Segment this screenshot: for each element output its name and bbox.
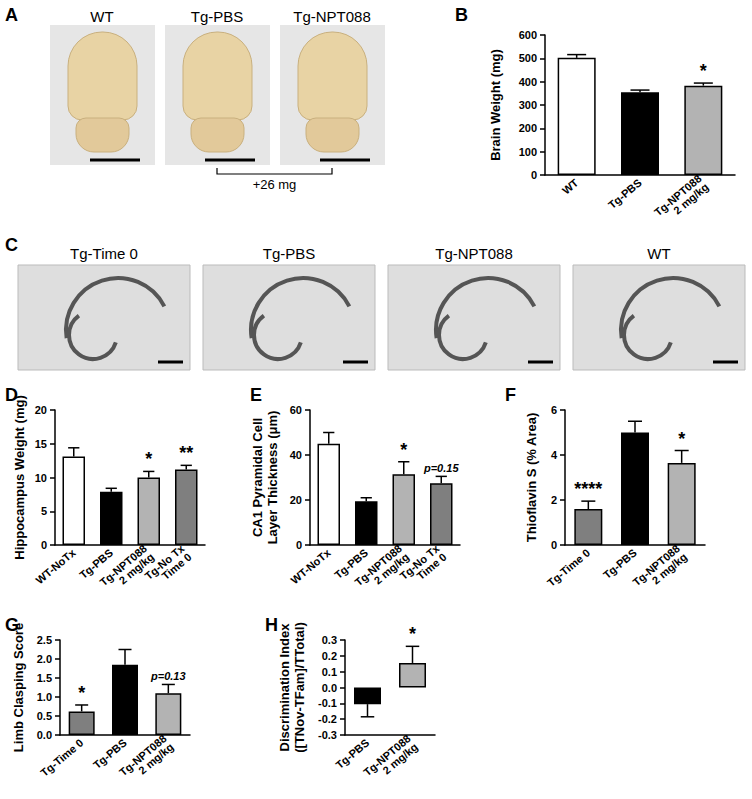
svg-text:Time 0: Time 0 <box>159 551 193 582</box>
svg-text:-0.3: -0.3 <box>318 729 337 741</box>
svg-text:Time 0: Time 0 <box>414 551 448 582</box>
svg-text:0.5: 0.5 <box>37 710 52 722</box>
svg-text:A: A <box>5 5 18 25</box>
svg-text:Tg-PBS: Tg-PBS <box>191 8 244 25</box>
svg-text:20: 20 <box>290 494 302 506</box>
svg-text:2 mg/kg: 2 mg/kg <box>650 551 690 587</box>
svg-text:2 mg/kg: 2 mg/kg <box>380 741 420 777</box>
svg-text:5: 5 <box>41 505 47 517</box>
svg-text:p=0.15: p=0.15 <box>423 462 459 474</box>
svg-text:WT-NoTx: WT-NoTx <box>288 546 333 586</box>
svg-text:2.0: 2.0 <box>37 653 52 665</box>
svg-text:Tg-Time 0: Tg-Time 0 <box>38 736 85 778</box>
svg-text:*: * <box>678 429 685 449</box>
svg-text:2: 2 <box>551 494 557 506</box>
svg-text:Tg-NPT088: Tg-NPT088 <box>630 542 682 589</box>
svg-text:Tg-NPT088: Tg-NPT088 <box>352 542 405 589</box>
svg-text:Hippocampus Weight (mg): Hippocampus Weight (mg) <box>12 395 27 559</box>
svg-text:**: ** <box>179 443 193 463</box>
svg-text:*: * <box>700 61 707 81</box>
svg-text:Limb Clasping Score: Limb Clasping Score <box>11 623 26 752</box>
svg-text:300: 300 <box>519 99 537 111</box>
svg-text:Tg-PBS: Tg-PBS <box>606 176 644 211</box>
svg-text:600: 600 <box>519 29 537 41</box>
svg-text:2 mg/kg: 2 mg/kg <box>136 741 176 777</box>
svg-text:0: 0 <box>531 169 537 181</box>
svg-text:20: 20 <box>35 404 47 416</box>
svg-text:0: 0 <box>296 539 302 551</box>
svg-text:0.1: 0.1 <box>322 666 337 678</box>
svg-text:WT: WT <box>560 176 581 196</box>
svg-text:Thioflavin S (% Area): Thioflavin S (% Area) <box>524 413 539 543</box>
svg-text:2 mg/kg: 2 mg/kg <box>371 550 412 587</box>
svg-text:p=0.13: p=0.13 <box>150 670 186 682</box>
svg-text:2 mg/kg: 2 mg/kg <box>671 181 711 217</box>
svg-text:40: 40 <box>290 449 302 461</box>
svg-text:Brain Weight (mg): Brain Weight (mg) <box>488 49 503 161</box>
svg-text:WT-NoTx: WT-NoTx <box>33 546 78 586</box>
svg-text:1.5: 1.5 <box>37 672 52 684</box>
svg-text:500: 500 <box>519 52 537 64</box>
svg-text:CA1 Pyramidal Cell: CA1 Pyramidal Cell <box>250 418 265 537</box>
svg-text:Tg-PBS: Tg-PBS <box>332 546 371 582</box>
svg-text:Tg-NPT088: Tg-NPT088 <box>293 8 371 25</box>
svg-text:+26 mg: +26 mg <box>253 177 297 192</box>
svg-text:([TNov-TFam]/TTotal): ([TNov-TFam]/TTotal) <box>292 622 307 752</box>
svg-text:D: D <box>5 385 18 405</box>
svg-text:Tg-Time 0: Tg-Time 0 <box>545 546 592 588</box>
svg-text:Tg-NPT088: Tg-NPT088 <box>97 542 150 589</box>
svg-text:Layer Thickness (μm): Layer Thickness (μm) <box>265 411 280 545</box>
svg-text:200: 200 <box>519 122 537 134</box>
svg-text:0.2: 0.2 <box>322 650 337 662</box>
svg-text:*: * <box>145 449 152 469</box>
svg-text:Tg-PBS: Tg-PBS <box>333 736 372 772</box>
svg-text:*: * <box>409 624 416 644</box>
svg-text:0: 0 <box>551 539 557 551</box>
svg-text:0.3: 0.3 <box>322 634 337 646</box>
svg-text:Tg-PBS: Tg-PBS <box>263 245 316 262</box>
svg-text:60: 60 <box>290 404 302 416</box>
svg-text:Tg-NPT088: Tg-NPT088 <box>435 245 513 262</box>
svg-text:C: C <box>5 235 18 255</box>
svg-text:E: E <box>250 385 262 405</box>
svg-text:Discrimination Index: Discrimination Index <box>277 623 292 752</box>
svg-text:Tg-Time 0: Tg-Time 0 <box>70 245 138 262</box>
svg-text:F: F <box>505 385 516 405</box>
svg-text:0.0: 0.0 <box>322 682 337 694</box>
svg-text:Tg-NPT088: Tg-NPT088 <box>651 172 704 219</box>
svg-text:2 mg/kg: 2 mg/kg <box>116 550 157 587</box>
svg-text:Tg-No Tx: Tg-No Tx <box>142 542 187 582</box>
svg-text:15: 15 <box>35 438 47 450</box>
svg-text:WT: WT <box>90 8 113 25</box>
svg-text:-0.1: -0.1 <box>318 697 337 709</box>
svg-text:*: * <box>400 440 407 460</box>
svg-text:Tg-PBS: Tg-PBS <box>600 546 639 582</box>
svg-text:Tg-PBS: Tg-PBS <box>90 736 129 772</box>
svg-text:Tg-NPT088: Tg-NPT088 <box>361 732 413 779</box>
svg-text:1.0: 1.0 <box>37 691 52 703</box>
svg-text:Tg-PBS: Tg-PBS <box>77 546 116 582</box>
svg-text:2.5: 2.5 <box>37 634 52 646</box>
svg-text:0.0: 0.0 <box>37 729 52 741</box>
svg-text:400: 400 <box>519 76 537 88</box>
svg-text:*: * <box>78 683 85 703</box>
svg-text:0: 0 <box>41 539 47 551</box>
svg-text:Tg-No Tx: Tg-No Tx <box>397 542 442 582</box>
svg-text:-0.2: -0.2 <box>318 713 337 725</box>
svg-text:Tg-NPT088: Tg-NPT088 <box>116 732 169 779</box>
svg-text:100: 100 <box>519 146 537 158</box>
svg-text:6: 6 <box>551 404 557 416</box>
svg-text:WT: WT <box>647 245 670 262</box>
svg-text:B: B <box>455 5 468 25</box>
svg-text:10: 10 <box>35 472 47 484</box>
svg-text:****: **** <box>574 479 602 499</box>
svg-text:4: 4 <box>551 449 558 461</box>
svg-text:H: H <box>265 615 278 635</box>
